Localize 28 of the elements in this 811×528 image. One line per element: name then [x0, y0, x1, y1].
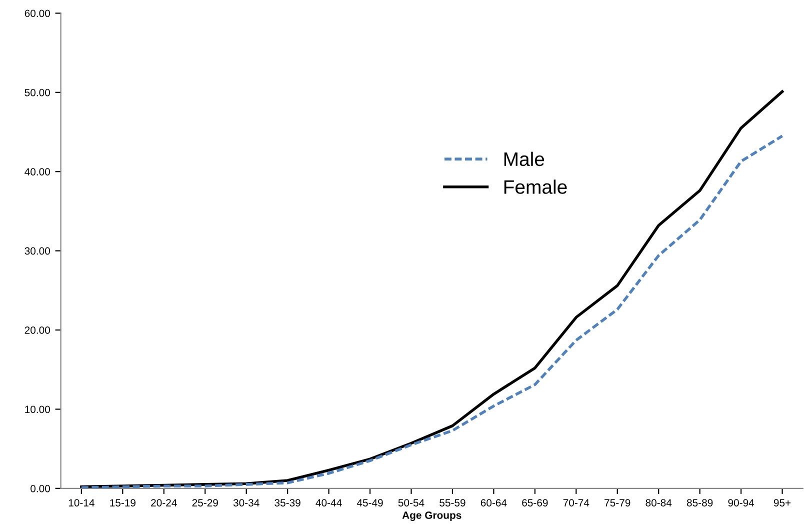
y-tick-label: 40.00: [24, 168, 50, 176]
x-tick-label: 45-49: [356, 499, 383, 506]
x-tick-label: 30-34: [233, 499, 260, 506]
y-tick-label: 10.00: [25, 406, 50, 414]
x-tick-label: 90-94: [728, 499, 754, 506]
y-tick-label: 20.00: [24, 326, 50, 334]
x-tick-label: 95+: [774, 499, 791, 506]
y-tick-label: 60.00: [24, 10, 50, 18]
y-tick-label: 50.00: [24, 88, 50, 96]
x-tick-label: 65-69: [522, 499, 548, 506]
x-tick-label: 50-54: [398, 499, 424, 506]
x-tick-label: 80-84: [646, 499, 672, 506]
x-tick-label: 15-19: [110, 499, 136, 506]
x-tick-label: 60-64: [480, 499, 507, 506]
x-tick-label: 25-29: [192, 499, 218, 506]
legend-label: Male: [504, 152, 544, 166]
x-tick-label: 70-74: [563, 499, 590, 506]
x-tick-label: 35-39: [274, 499, 300, 506]
legend-label: Female: [504, 180, 567, 194]
x-tick-label: 75-79: [604, 499, 630, 506]
x-axis-title: Age Groups: [402, 512, 462, 522]
x-tick-label: 20-24: [151, 499, 177, 506]
x-tick-label: 10-14: [68, 499, 94, 506]
x-tick-label: 55-59: [440, 499, 466, 506]
y-tick-label: 0.00: [30, 484, 50, 492]
y-tick-label: 30.00: [24, 247, 50, 255]
x-tick-label: 40-44: [316, 499, 342, 506]
x-tick-label: 85-89: [686, 499, 713, 506]
